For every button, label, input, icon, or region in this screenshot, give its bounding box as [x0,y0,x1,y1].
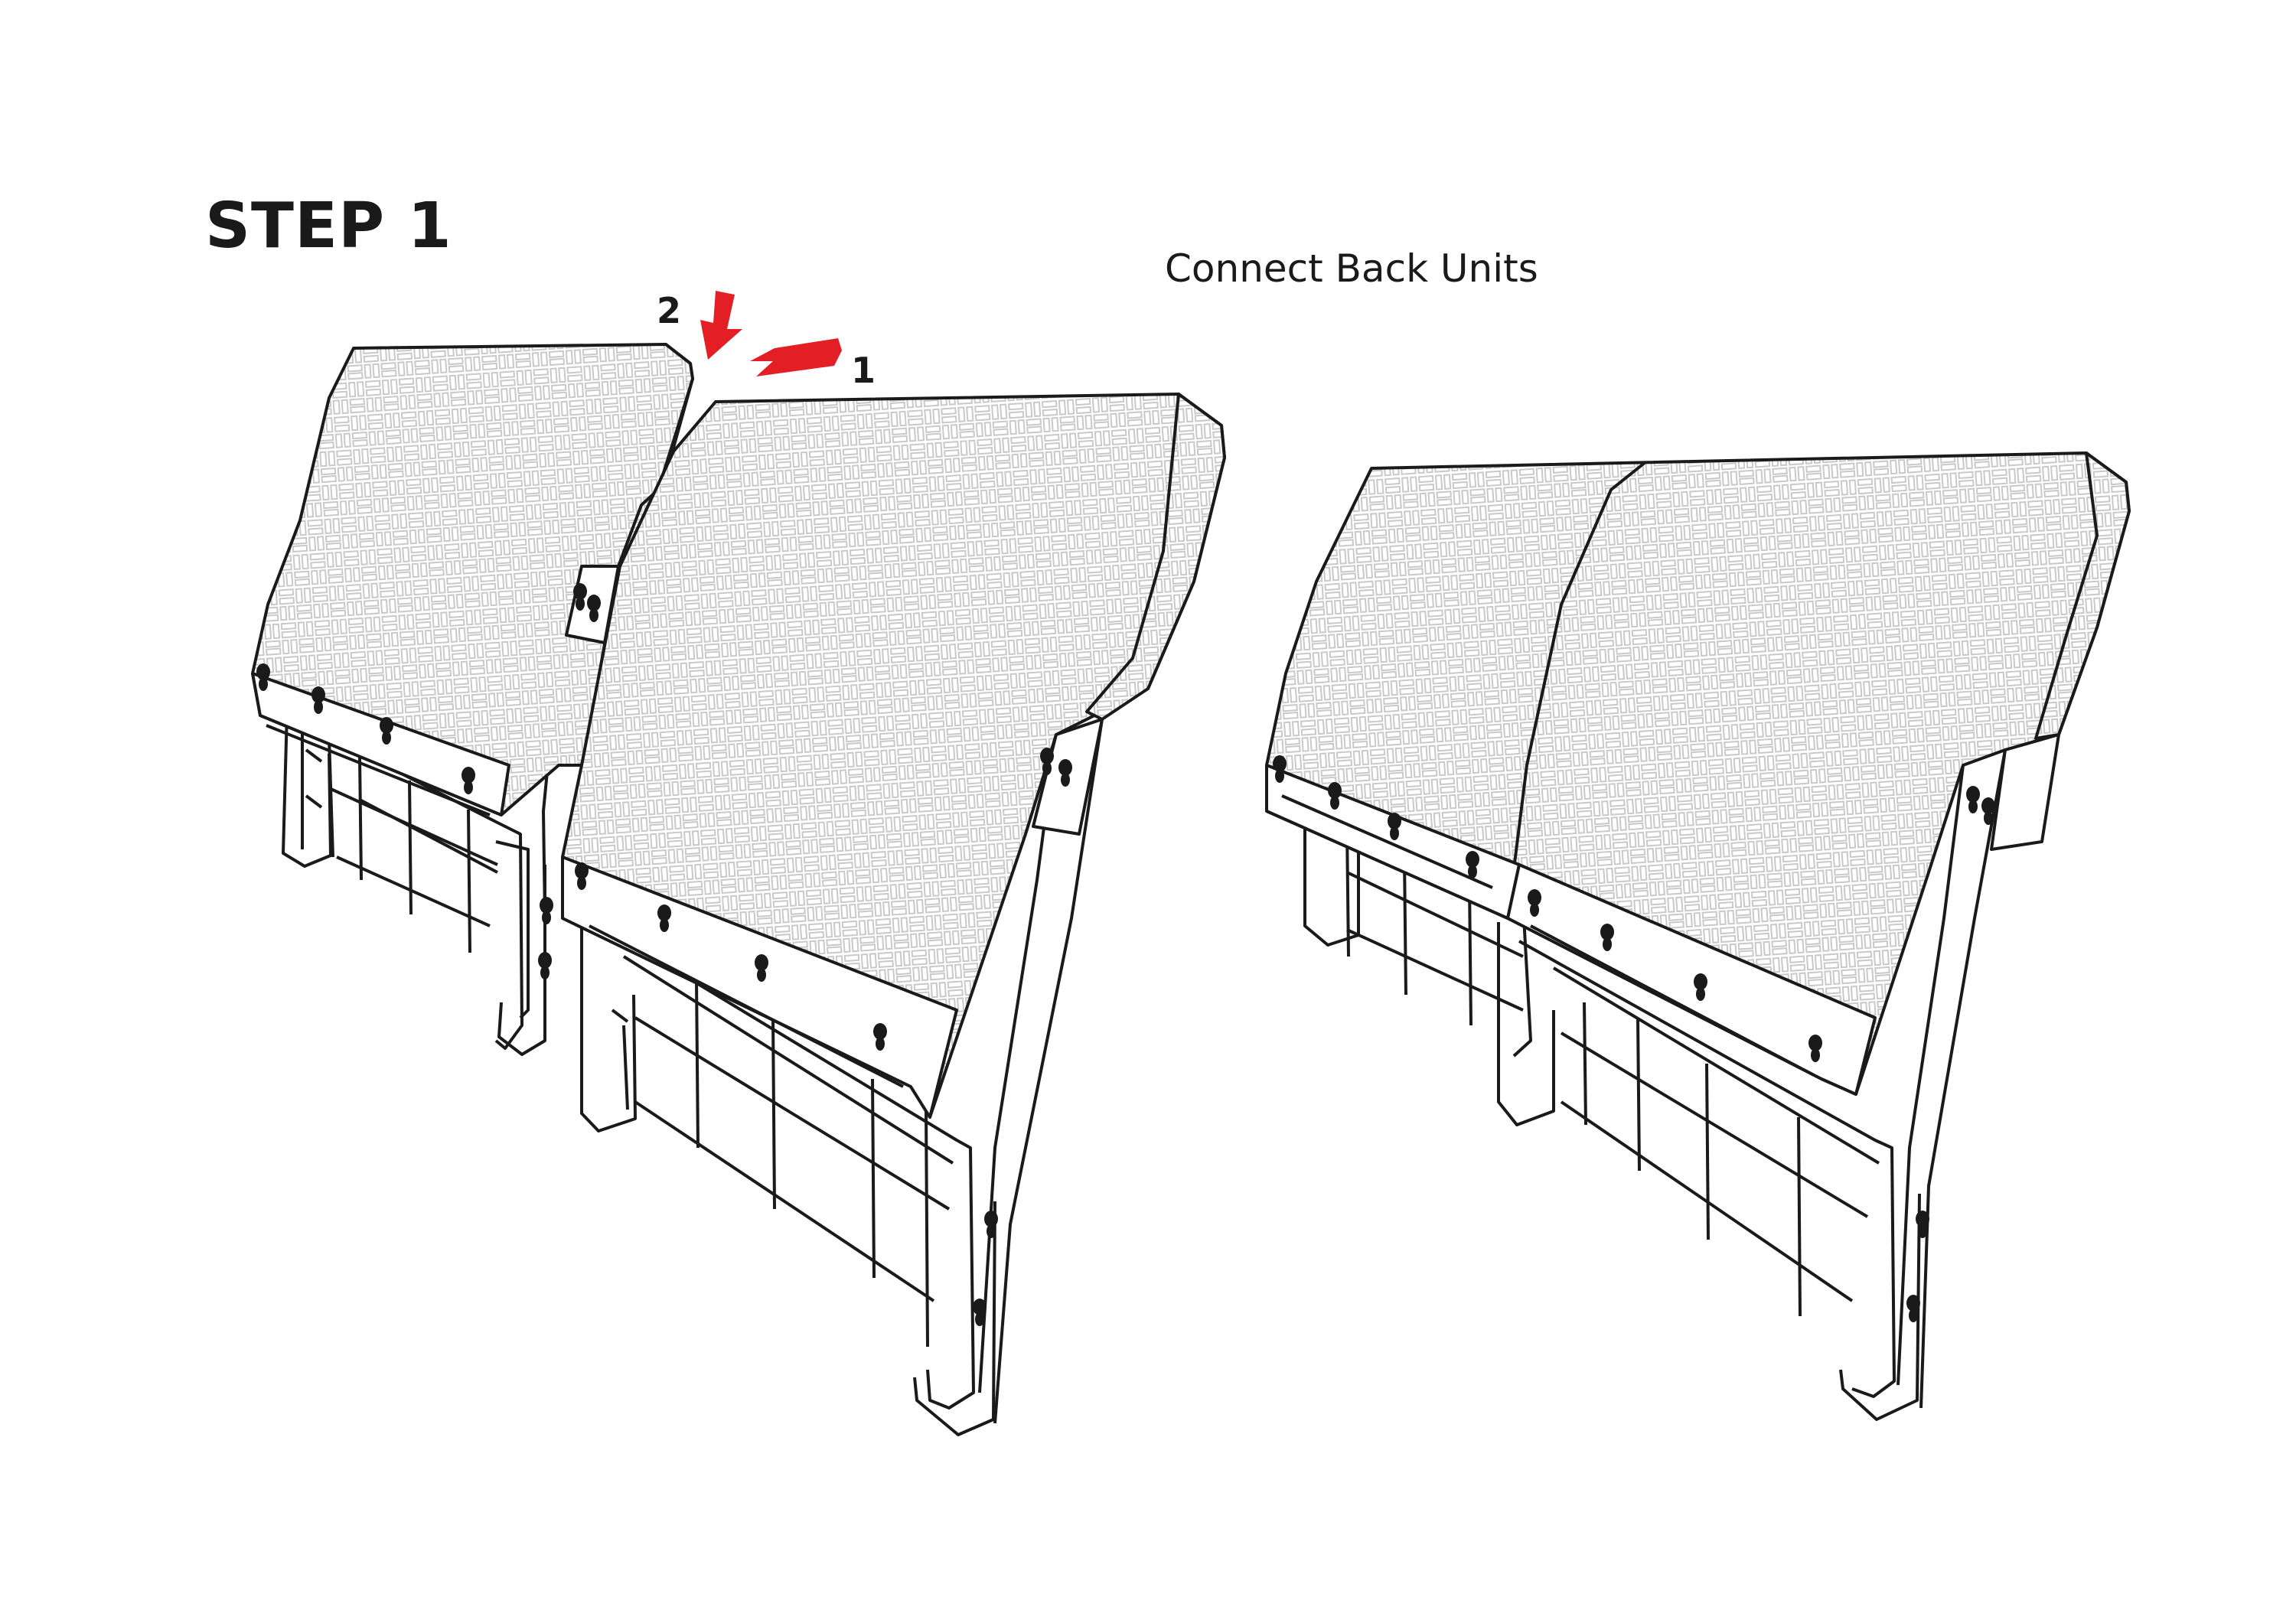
step-title: STEP 1 [205,190,452,262]
insert-arrows: 1 2 [657,290,876,391]
assembled-back-units [1265,451,2131,1421]
arrow-2 [700,291,742,360]
step-caption: Connect Back Units [1165,246,1538,291]
arrow-1 [750,338,842,376]
callout-2: 2 [657,290,681,331]
callout-1: 1 [851,350,876,391]
